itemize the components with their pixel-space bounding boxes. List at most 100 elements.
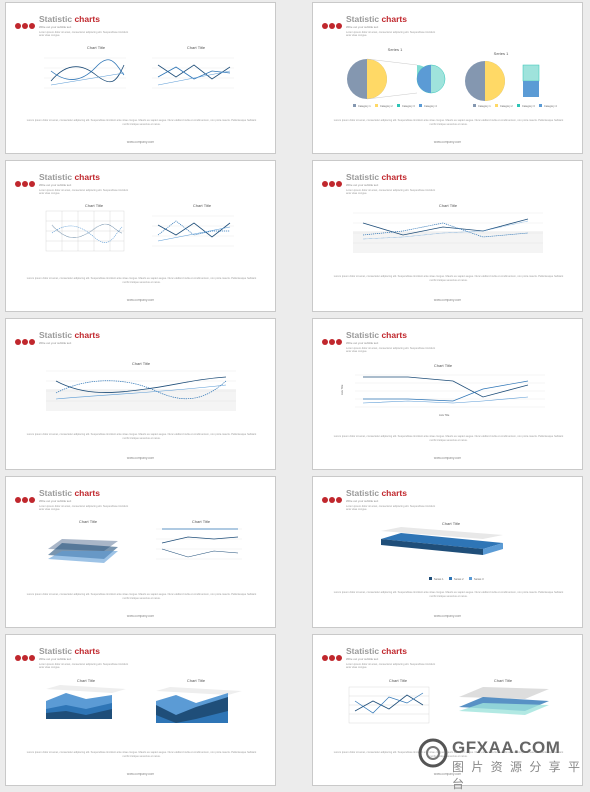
slide-title: Statistic charts bbox=[346, 330, 407, 340]
chart-title: Chart Title bbox=[493, 678, 513, 683]
intro-text: Lorem ipsum dolor sit amet, consectetur … bbox=[346, 663, 436, 670]
slide-7[interactable]: Statistic charts Write out your subtitle… bbox=[5, 476, 276, 628]
chart-title: Series 1 bbox=[493, 51, 509, 56]
footer-url: www.company.com bbox=[433, 140, 462, 144]
slide-subtitle: Write out your subtitle text bbox=[346, 657, 379, 661]
logo-dots bbox=[322, 490, 344, 503]
slide-8[interactable]: Statistic charts Write out your subtitle… bbox=[312, 476, 583, 628]
slide-title: Statistic charts bbox=[39, 14, 100, 24]
slide-5[interactable]: Statistic charts Write out your subtitle… bbox=[5, 318, 276, 470]
intro-text: Lorem ipsum dolor sit amet, consectetur … bbox=[346, 189, 436, 196]
slide-subtitle: Write out your subtitle text bbox=[39, 25, 72, 29]
watermark-sub: 图 片 资 源 分 享 平 台 bbox=[452, 760, 583, 791]
svg-text:Category 4: Category 4 bbox=[544, 104, 557, 108]
svg-text:Category 1: Category 1 bbox=[358, 104, 371, 108]
chart-title: Chart Title bbox=[186, 45, 206, 50]
intro-text: Lorem ipsum dolor sit amet, consectetur … bbox=[39, 663, 129, 670]
body-text: Lorem ipsum dolor sit amet, consectetur … bbox=[26, 433, 257, 440]
slide-1[interactable]: Statistic charts Write out your subtitle… bbox=[5, 2, 276, 154]
svg-text:Series 2: Series 2 bbox=[454, 577, 464, 581]
logo-dots bbox=[322, 648, 344, 661]
intro-text: Lorem ipsum dolor sit amet, consectetur … bbox=[39, 31, 129, 38]
body-text: Lorem ipsum dolor sit amet, consectetur … bbox=[333, 275, 564, 282]
slide-title: Statistic charts bbox=[39, 488, 100, 498]
chart-title: Chart Title bbox=[186, 678, 206, 683]
body-text: Lorem ipsum dolor sit amet, consectetur … bbox=[26, 277, 257, 284]
svg-text:Category 3: Category 3 bbox=[522, 104, 535, 108]
logo-dots bbox=[322, 332, 344, 345]
watermark-main: GFXAA.COM bbox=[452, 738, 561, 757]
svg-text:Category 2: Category 2 bbox=[500, 104, 513, 108]
line-chart-axis: Axis Title Axis Title bbox=[340, 374, 545, 417]
logo-dots bbox=[15, 332, 37, 345]
intro-text: Lorem ipsum dolor sit amet, consectetur … bbox=[39, 505, 129, 512]
slide-subtitle: Write out your subtitle text bbox=[39, 657, 72, 661]
footer-url: www.company.com bbox=[433, 772, 462, 776]
slide-10[interactable]: Statistic charts Write out your subtitle… bbox=[312, 634, 583, 786]
chart-title: Chart Title bbox=[78, 519, 98, 524]
svg-text:Series 1: Series 1 bbox=[434, 577, 444, 581]
smooth-line-chart bbox=[46, 370, 236, 411]
slide-subtitle: Write out your subtitle text bbox=[39, 499, 72, 503]
body-text: Lorem ipsum dolor sit amet, consectetur … bbox=[333, 751, 564, 758]
logo-dots bbox=[322, 16, 344, 29]
footer-url: www.company.com bbox=[126, 614, 155, 618]
logo-dots bbox=[15, 16, 37, 29]
logo-dots bbox=[322, 174, 344, 187]
watermark-logo-icon bbox=[418, 738, 448, 768]
intro-text: Lorem ipsum dolor sit amet, consectetur … bbox=[346, 347, 436, 354]
chart-title: Chart Title bbox=[438, 203, 458, 208]
chart-title: Chart Title bbox=[388, 678, 408, 683]
slide-9[interactable]: Statistic charts Write out your subtitle… bbox=[5, 634, 276, 786]
slide-2[interactable]: Statistic charts Write out your subtitle… bbox=[312, 2, 583, 154]
slide-subtitle: Write out your subtitle text bbox=[346, 25, 379, 29]
line-chart-pair bbox=[44, 57, 234, 89]
svg-text:Series 3: Series 3 bbox=[474, 577, 484, 581]
footer-url: www.company.com bbox=[126, 772, 155, 776]
line-chart-grid-pair bbox=[45, 210, 234, 252]
pie-charts: Category 1 Category 2 Category 3 Categor… bbox=[347, 58, 557, 108]
chart-title: Chart Title bbox=[131, 361, 151, 366]
footer-url: www.company.com bbox=[433, 614, 462, 618]
slide-title: Statistic charts bbox=[39, 646, 100, 656]
svg-text:Axis Title: Axis Title bbox=[439, 413, 450, 417]
chart-title: Chart Title bbox=[84, 203, 104, 208]
footer-url: www.company.com bbox=[126, 298, 155, 302]
3d-line-charts bbox=[48, 528, 242, 563]
svg-text:Axis Title: Axis Title bbox=[340, 384, 344, 395]
slide-title: Statistic charts bbox=[346, 488, 407, 498]
slide-subtitle: Write out your subtitle text bbox=[346, 183, 379, 187]
slide-3[interactable]: Statistic charts Write out your subtitle… bbox=[5, 160, 276, 312]
chart-title: Series 1 bbox=[387, 47, 403, 52]
svg-text:Category 2: Category 2 bbox=[380, 104, 393, 108]
intro-text: Lorem ipsum dolor sit amet, consectetur … bbox=[346, 31, 436, 38]
slide-6[interactable]: Statistic charts Write out your subtitle… bbox=[312, 318, 583, 470]
svg-text:Category 1: Category 1 bbox=[478, 104, 491, 108]
3d-area-charts bbox=[46, 685, 242, 723]
slide-title: Statistic charts bbox=[39, 330, 100, 340]
body-text: Lorem ipsum dolor sit amet, consectetur … bbox=[333, 435, 564, 442]
slide-subtitle: Write out your subtitle text bbox=[346, 499, 379, 503]
chart-title: Chart Title bbox=[192, 203, 212, 208]
svg-text:Category 4: Category 4 bbox=[424, 104, 437, 108]
footer-url: www.company.com bbox=[433, 298, 462, 302]
body-text: Lorem ipsum dolor sit amet, consectetur … bbox=[26, 593, 257, 600]
slide-subtitle: Write out your subtitle text bbox=[346, 341, 379, 345]
watermark: GFXAA.COM 图 片 资 源 分 享 平 台 bbox=[418, 732, 590, 791]
slide-subtitle: Write out your subtitle text bbox=[39, 341, 72, 345]
intro-text: Lorem ipsum dolor sit amet, consectetur … bbox=[39, 189, 129, 196]
slide-title: Statistic charts bbox=[346, 14, 407, 24]
chart-title: Chart Title bbox=[191, 519, 211, 524]
mixed-charts bbox=[348, 686, 549, 724]
footer-url: www.company.com bbox=[433, 456, 462, 460]
slide-4[interactable]: Statistic charts Write out your subtitle… bbox=[312, 160, 583, 312]
body-text: Lorem ipsum dolor sit amet, consectetur … bbox=[26, 119, 257, 126]
chart-title: Chart Title bbox=[441, 521, 461, 526]
logo-dots bbox=[15, 174, 37, 187]
intro-text: Lorem ipsum dolor sit amet, consectetur … bbox=[346, 505, 436, 512]
logo-dots bbox=[15, 490, 37, 503]
body-text: Lorem ipsum dolor sit amet, consectetur … bbox=[26, 751, 257, 758]
line-chart bbox=[353, 212, 543, 253]
body-text: Lorem ipsum dolor sit amet, consectetur … bbox=[333, 119, 564, 126]
body-text: Lorem ipsum dolor sit amet, consectetur … bbox=[333, 591, 564, 598]
